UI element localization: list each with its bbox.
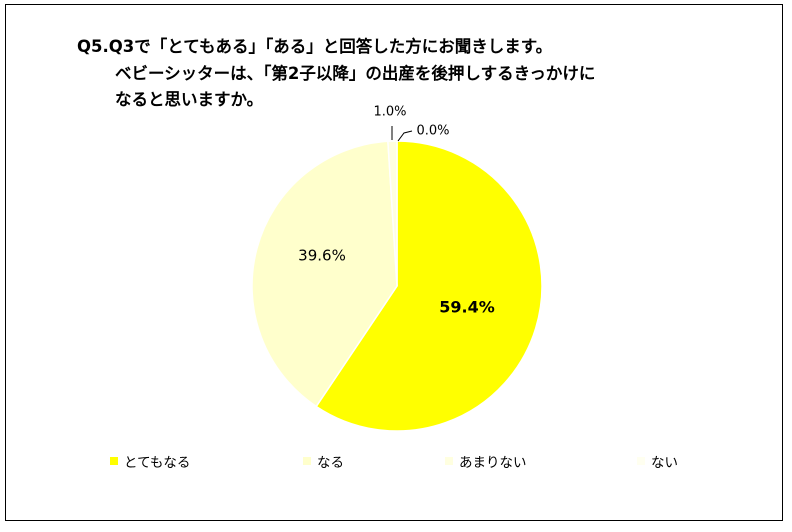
chart-title-line-1: Q5.Q3で「とてもある」「ある」と回答した方にお聞きします。 bbox=[77, 37, 553, 56]
pie-data-label: 1.0% bbox=[373, 105, 406, 120]
legend-item-nai: ない bbox=[637, 451, 678, 471]
chart-title-line-2: ベビーシッターは、「第2子以降」の出産を後押しするきっかけに bbox=[115, 64, 596, 83]
leader-line bbox=[397, 130, 413, 142]
pie-slices bbox=[251, 140, 543, 432]
legend-swatch bbox=[637, 457, 645, 465]
pie-data-label: 59.4% bbox=[439, 298, 495, 317]
legend-label: ない bbox=[651, 455, 678, 471]
chart-title-line-3: なると思いますか。 bbox=[115, 90, 264, 109]
legend-swatch bbox=[303, 457, 311, 465]
pie-data-labels: 59.4% 39.6% 1.0% 0.0% bbox=[298, 105, 495, 317]
pie-slice bbox=[387, 140, 398, 287]
legend-item-naru: なる bbox=[303, 451, 344, 471]
pie-data-label: 0.0% bbox=[416, 124, 449, 139]
legend-label: あまりない bbox=[459, 455, 527, 471]
legend-item-totemo-naru: とてもなる bbox=[110, 451, 190, 471]
pie-slice bbox=[315, 140, 543, 432]
pie-slice bbox=[251, 140, 398, 408]
legend-swatch bbox=[110, 457, 118, 465]
legend-label: なる bbox=[317, 455, 344, 471]
legend-swatch bbox=[445, 457, 453, 465]
legend-item-amari-nai: あまりない bbox=[445, 451, 527, 471]
pie-data-label: 39.6% bbox=[298, 247, 346, 265]
legend-label: とてもなる bbox=[124, 455, 191, 471]
